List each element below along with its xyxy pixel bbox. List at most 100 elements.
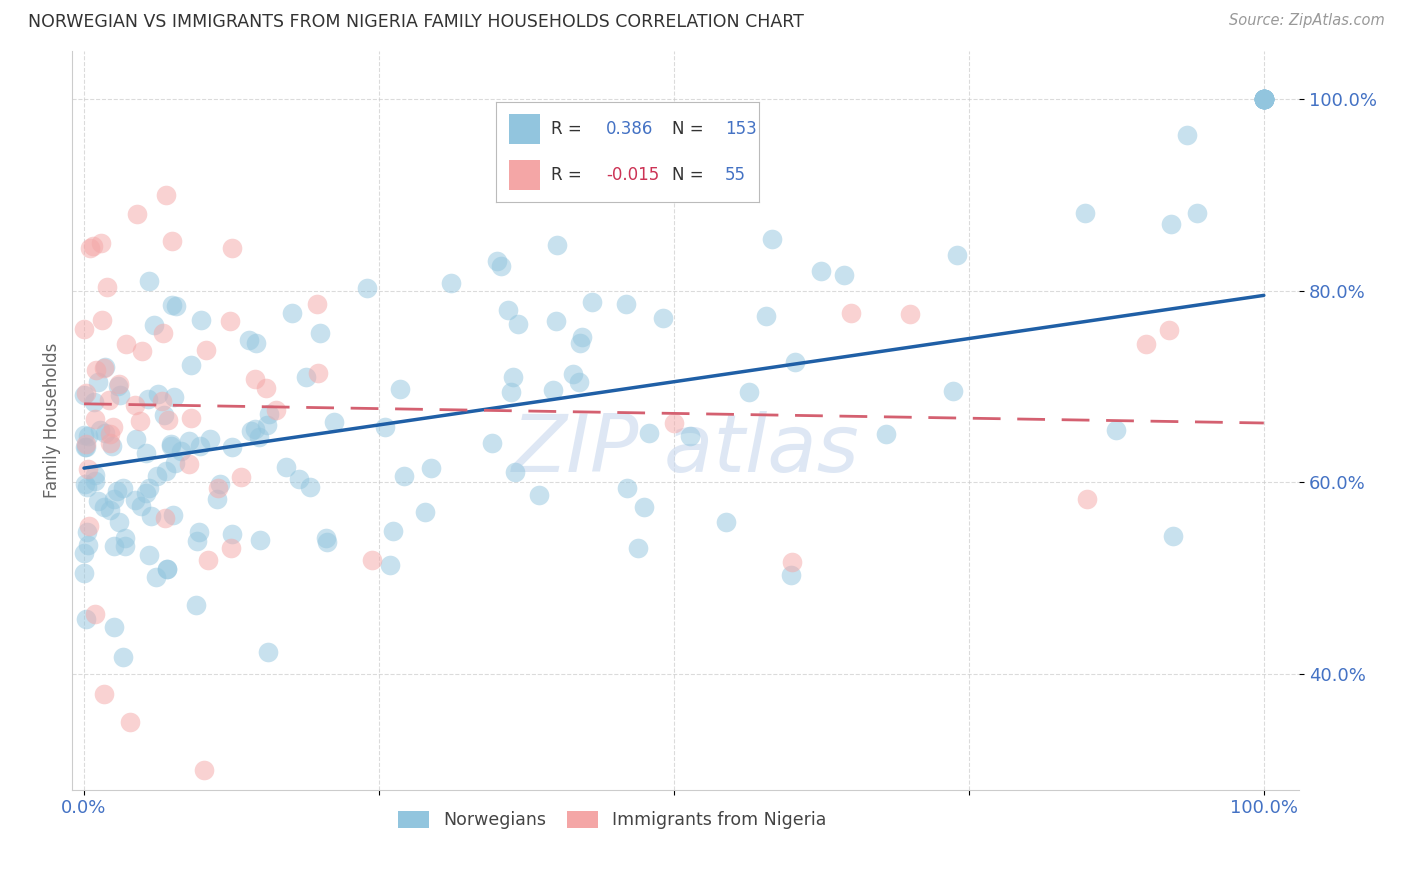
Point xyxy=(780,555,803,569)
Point xyxy=(221,440,243,454)
Point xyxy=(388,382,411,396)
Point xyxy=(111,481,134,495)
Point xyxy=(138,482,160,496)
Point xyxy=(75,385,97,400)
Point xyxy=(832,268,855,282)
Point xyxy=(308,326,330,340)
Point xyxy=(98,503,121,517)
Point xyxy=(152,326,174,341)
Point xyxy=(1105,423,1128,437)
Point xyxy=(193,764,215,778)
Point xyxy=(378,558,401,572)
Point xyxy=(679,429,702,443)
Y-axis label: Family Households: Family Households xyxy=(44,343,60,498)
Point xyxy=(529,488,551,502)
Point xyxy=(89,423,111,437)
Point xyxy=(316,534,339,549)
Point xyxy=(103,491,125,506)
Point xyxy=(153,408,176,422)
Point xyxy=(898,307,921,321)
Point xyxy=(75,437,97,451)
Point xyxy=(221,241,243,255)
Point xyxy=(142,318,165,333)
Point xyxy=(165,299,187,313)
Point xyxy=(505,465,527,479)
Point xyxy=(633,500,655,515)
Point xyxy=(245,335,267,350)
Point xyxy=(114,539,136,553)
Point xyxy=(129,414,152,428)
Point xyxy=(257,407,280,421)
Point xyxy=(124,399,146,413)
Point xyxy=(942,384,965,398)
Point xyxy=(162,508,184,522)
Point xyxy=(305,296,328,310)
Point xyxy=(155,187,177,202)
Point xyxy=(190,313,212,327)
Point xyxy=(83,468,105,483)
Point xyxy=(157,413,180,427)
Point xyxy=(98,426,121,441)
Point xyxy=(108,516,131,530)
Point xyxy=(481,435,503,450)
Point xyxy=(785,355,807,369)
Point xyxy=(114,532,136,546)
Point xyxy=(179,434,201,449)
Point xyxy=(194,343,217,358)
Point xyxy=(77,462,100,476)
Point xyxy=(86,363,108,377)
Point xyxy=(754,310,776,324)
Point xyxy=(93,687,115,701)
Point xyxy=(361,553,384,567)
Point xyxy=(139,508,162,523)
Point xyxy=(1161,529,1184,543)
Point xyxy=(76,480,98,494)
Point xyxy=(163,390,186,404)
Point xyxy=(546,237,568,252)
Point xyxy=(486,254,509,268)
Point xyxy=(125,432,148,446)
Point xyxy=(568,335,591,350)
Point xyxy=(288,472,311,486)
Point xyxy=(1159,323,1181,337)
Point xyxy=(73,566,96,580)
Point xyxy=(77,519,100,533)
Point xyxy=(1076,492,1098,507)
Point xyxy=(94,360,117,375)
Point xyxy=(75,612,97,626)
Point xyxy=(1185,206,1208,220)
Point xyxy=(73,428,96,442)
Point xyxy=(83,474,105,488)
Point xyxy=(153,510,176,524)
Point xyxy=(561,367,583,381)
Point xyxy=(90,235,112,250)
Point xyxy=(96,280,118,294)
Point xyxy=(1253,92,1275,106)
Point xyxy=(179,457,201,471)
Point xyxy=(392,469,415,483)
Point xyxy=(568,375,591,389)
Point xyxy=(581,294,603,309)
Point xyxy=(779,568,801,582)
Point xyxy=(264,402,287,417)
Point xyxy=(276,459,298,474)
Point xyxy=(163,456,186,470)
Point xyxy=(1074,206,1097,220)
Point xyxy=(75,440,97,454)
Point xyxy=(131,344,153,359)
Point xyxy=(160,297,183,311)
Point xyxy=(180,410,202,425)
Point xyxy=(83,607,105,621)
Point xyxy=(156,562,179,576)
Text: ZIP atlas: ZIP atlas xyxy=(512,410,859,489)
Point xyxy=(616,481,638,495)
Point xyxy=(238,333,260,347)
Point xyxy=(75,477,97,491)
Point xyxy=(249,533,271,547)
Point xyxy=(87,493,110,508)
Point xyxy=(103,540,125,554)
Point xyxy=(1253,92,1275,106)
Point xyxy=(186,598,208,612)
Point xyxy=(1253,92,1275,106)
Point xyxy=(145,570,167,584)
